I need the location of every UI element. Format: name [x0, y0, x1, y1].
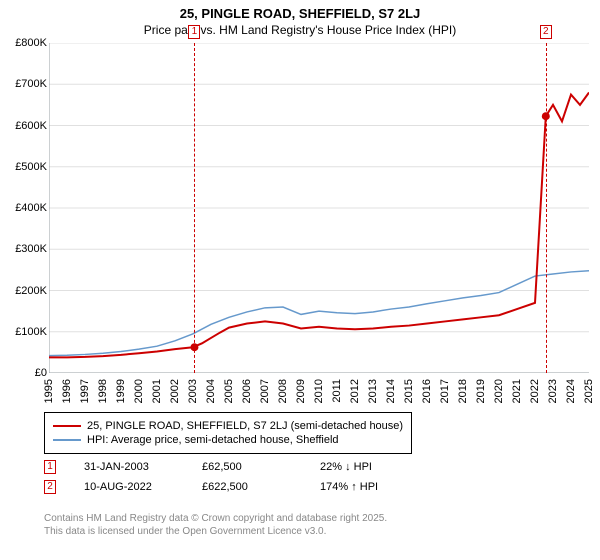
marker-date: 31-JAN-2003	[84, 461, 174, 473]
footer-line-2: This data is licensed under the Open Gov…	[44, 525, 387, 538]
x-tick-label: 2008	[277, 379, 289, 403]
y-tick-label: £600K	[5, 120, 47, 132]
x-tick-label: 1995	[43, 379, 55, 403]
legend-label: 25, PINGLE ROAD, SHEFFIELD, S7 2LJ (semi…	[87, 420, 403, 432]
marker-vline	[194, 43, 195, 373]
x-tick-label: 1996	[61, 379, 73, 403]
x-tick-label: 2012	[349, 379, 361, 403]
x-tick-label: 2001	[151, 379, 163, 403]
series-svg	[49, 43, 589, 373]
x-tick-label: 2015	[403, 379, 415, 403]
x-tick-label: 2006	[241, 379, 253, 403]
x-tick-label: 1999	[115, 379, 127, 403]
y-tick-label: £500K	[5, 161, 47, 173]
x-tick-label: 2016	[421, 379, 433, 403]
legend-label: HPI: Average price, semi-detached house,…	[87, 434, 339, 446]
marker-table-row: 2 10-AUG-2022 £622,500 174% ↑ HPI	[44, 480, 410, 494]
x-tick-label: 2019	[475, 379, 487, 403]
marker-table: 1 31-JAN-2003 £62,500 22% ↓ HPI 2 10-AUG-2022…	[44, 460, 410, 500]
plot-area: 12	[49, 43, 589, 373]
y-tick-label: £800K	[5, 37, 47, 49]
marker-id-box: 1	[44, 460, 56, 474]
marker-price: £62,500	[202, 461, 292, 473]
marker-callout: 1	[188, 25, 200, 39]
series-line	[49, 93, 589, 358]
marker-id-box: 2	[44, 480, 56, 494]
x-tick-label: 2004	[205, 379, 217, 403]
legend-swatch	[53, 439, 81, 441]
marker-hpi-delta: 22% ↓ HPI	[320, 461, 410, 473]
x-tick-label: 2020	[493, 379, 505, 403]
legend-item: HPI: Average price, semi-detached house,…	[53, 434, 403, 446]
y-tick-label: £0	[5, 367, 47, 379]
y-tick-label: £300K	[5, 243, 47, 255]
x-tick-label: 2003	[187, 379, 199, 403]
x-tick-label: 2000	[133, 379, 145, 403]
x-tick-label: 2018	[457, 379, 469, 403]
marker-vline	[546, 43, 547, 373]
x-tick-label: 2011	[331, 379, 343, 403]
x-tick-label: 2023	[547, 379, 559, 403]
y-tick-label: £100K	[5, 326, 47, 338]
x-tick-label: 2002	[169, 379, 181, 403]
y-tick-label: £200K	[5, 285, 47, 297]
legend-item: 25, PINGLE ROAD, SHEFFIELD, S7 2LJ (semi…	[53, 420, 403, 432]
x-tick-label: 2025	[583, 379, 595, 403]
marker-date: 10-AUG-2022	[84, 481, 174, 493]
chart-area: £0£100K£200K£300K£400K£500K£600K£700K£80…	[5, 43, 595, 373]
x-tick-label: 2014	[385, 379, 397, 403]
x-tick-label: 2021	[511, 379, 523, 403]
y-tick-label: £400K	[5, 202, 47, 214]
marker-price: £622,500	[202, 481, 292, 493]
chart-title: 25, PINGLE ROAD, SHEFFIELD, S7 2LJ	[0, 0, 600, 21]
x-tick-label: 2007	[259, 379, 271, 403]
x-tick-label: 2009	[295, 379, 307, 403]
marker-callout: 2	[540, 25, 552, 39]
x-tick-label: 2010	[313, 379, 325, 403]
x-tick-label: 2005	[223, 379, 235, 403]
marker-hpi-delta: 174% ↑ HPI	[320, 481, 410, 493]
footer-line-1: Contains HM Land Registry data © Crown c…	[44, 512, 387, 525]
marker-table-row: 1 31-JAN-2003 £62,500 22% ↓ HPI	[44, 460, 410, 474]
x-tick-label: 1997	[79, 379, 91, 403]
x-tick-label: 1998	[97, 379, 109, 403]
x-tick-label: 2022	[529, 379, 541, 403]
y-tick-label: £700K	[5, 78, 47, 90]
legend-swatch	[53, 425, 81, 427]
legend: 25, PINGLE ROAD, SHEFFIELD, S7 2LJ (semi…	[44, 412, 412, 454]
x-tick-label: 2013	[367, 379, 379, 403]
chart-subtitle: Price paid vs. HM Land Registry's House …	[0, 21, 600, 43]
x-tick-label: 2017	[439, 379, 451, 403]
x-tick-label: 2024	[565, 379, 577, 403]
footer: Contains HM Land Registry data © Crown c…	[44, 512, 387, 538]
